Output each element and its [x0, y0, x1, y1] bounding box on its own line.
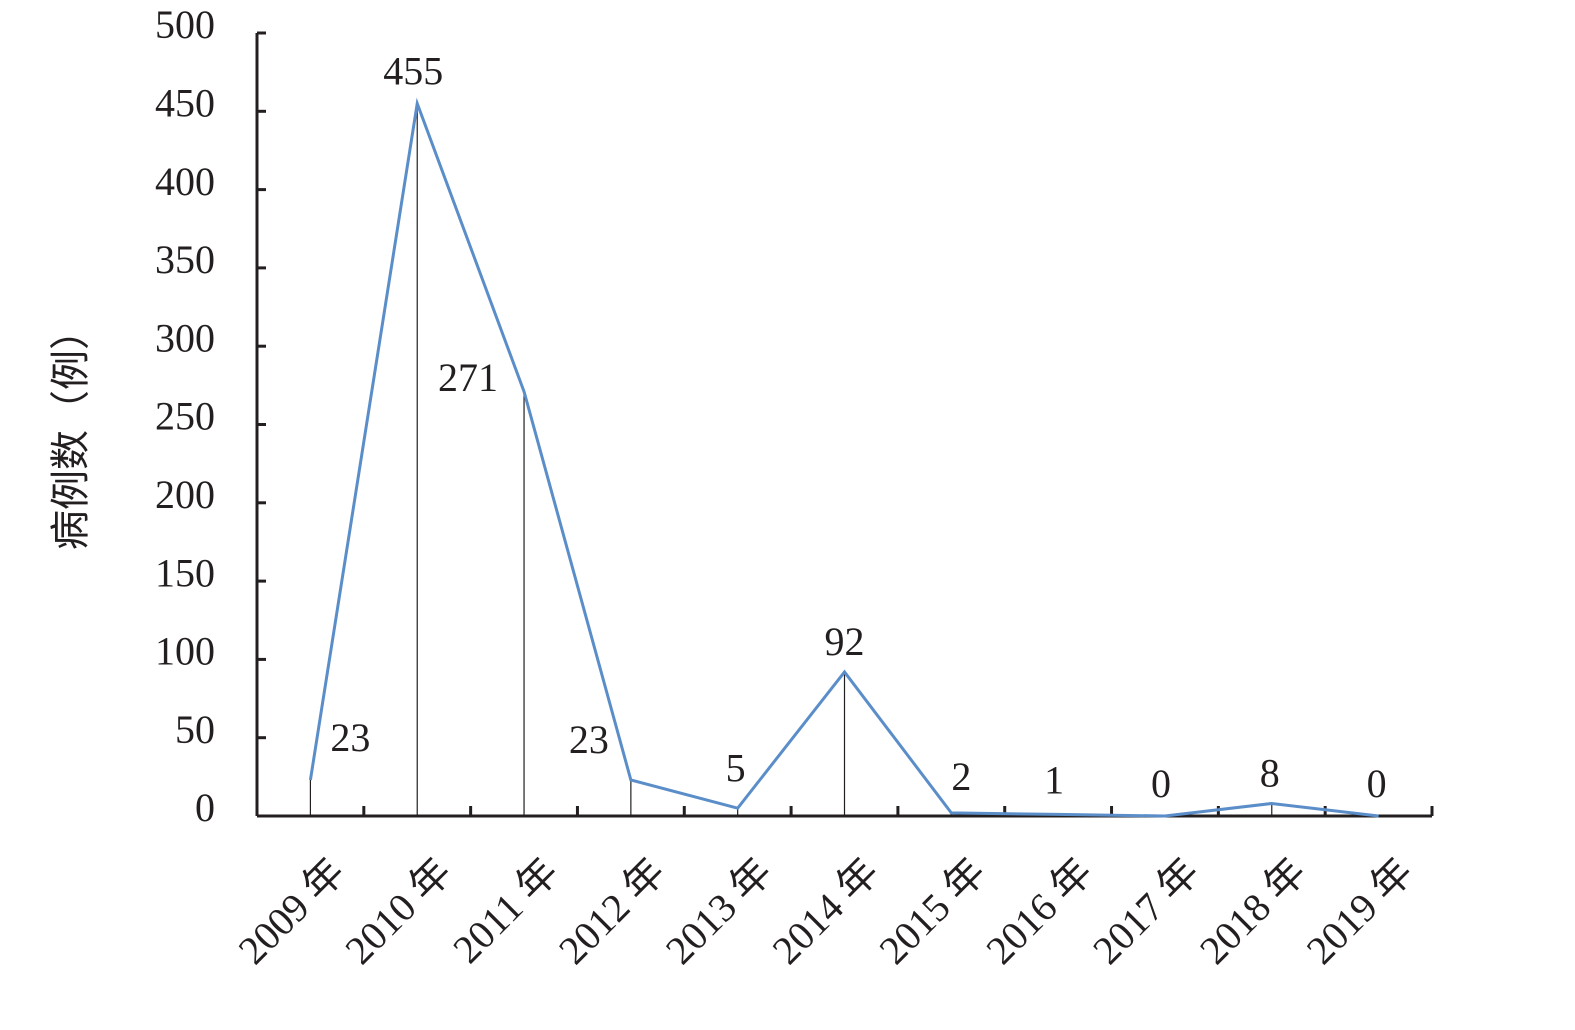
y-tick-label: 50 — [175, 707, 215, 752]
x-tick-label: 2017 年 — [1084, 849, 1208, 973]
data-label: 8 — [1260, 751, 1280, 796]
data-label: 2 — [951, 754, 971, 799]
y-axis-title: 病例数（例） — [48, 310, 93, 550]
x-tick-label: 2012 年 — [550, 849, 674, 973]
y-tick-label: 200 — [155, 472, 215, 517]
data-label: 23 — [330, 715, 370, 760]
data-label: 23 — [569, 717, 609, 762]
data-label: 92 — [825, 619, 865, 664]
x-tick-label: 2009 年 — [230, 849, 354, 973]
data-label: 271 — [438, 355, 498, 400]
y-tick-label: 150 — [155, 550, 215, 595]
data-label: 5 — [726, 745, 746, 790]
y-tick-label: 300 — [155, 315, 215, 360]
x-tick-label: 2013 年 — [657, 849, 781, 973]
data-label: 0 — [1367, 761, 1387, 806]
data-label: 1 — [1044, 758, 1064, 803]
x-tick-label: 2015 年 — [870, 849, 994, 973]
y-tick-label: 500 — [155, 2, 215, 47]
x-tick-label: 2018 年 — [1191, 849, 1315, 973]
y-tick-label: 0 — [195, 785, 215, 830]
data-label: 0 — [1151, 761, 1171, 806]
x-tick-label: 2014 年 — [764, 849, 888, 973]
line — [308, 97, 1379, 818]
x-tick-label: 2019 年 — [1298, 849, 1422, 973]
y-tick-label: 450 — [155, 80, 215, 125]
x-tick-label: 2011 年 — [444, 849, 567, 972]
y-tick-label: 250 — [155, 394, 215, 439]
x-tick-label: 2010 年 — [336, 849, 460, 973]
y-tick-label: 100 — [155, 629, 215, 674]
y-tick-label: 350 — [155, 237, 215, 282]
y-tick-label: 400 — [155, 159, 215, 204]
x-tick-label: 2016 年 — [977, 849, 1101, 973]
data-label: 455 — [383, 49, 443, 94]
